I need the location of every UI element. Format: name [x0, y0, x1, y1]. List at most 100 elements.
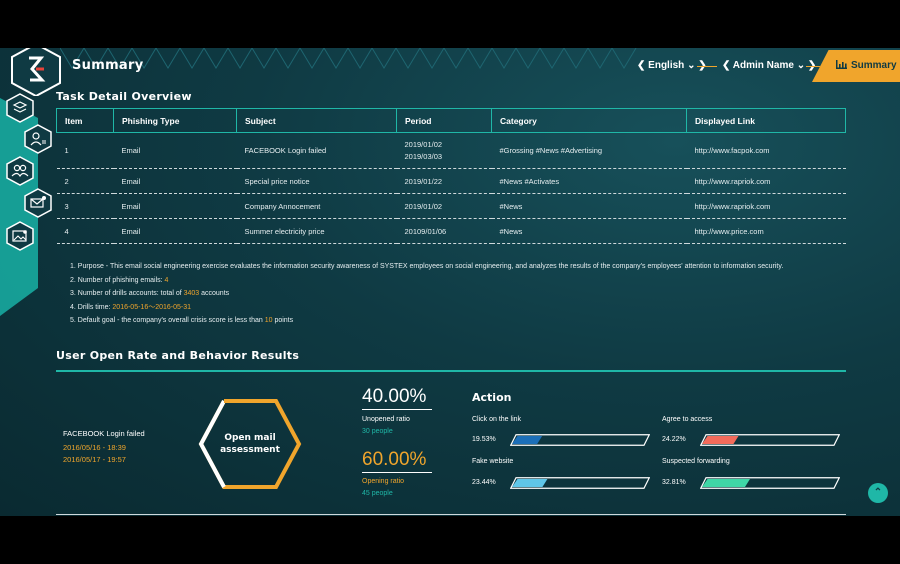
note-emails: 2. Number of phishing emails: 4 — [70, 274, 783, 288]
cell-item: 1 — [56, 132, 114, 169]
chevron-down-icon: ⌄ — [687, 60, 696, 71]
action-bar — [510, 477, 650, 489]
column-header-category: Category — [491, 108, 687, 133]
unopened-underline — [362, 409, 432, 410]
image-settings-icon — [6, 221, 34, 251]
opening-underline — [362, 472, 432, 473]
cell-category: #Grossing #News #Advertising — [491, 132, 687, 169]
cell-category: #News #Activates — [491, 168, 687, 194]
note-time-label: 4. Drills time: — [70, 303, 113, 311]
note-goal-label: 5. Default goal - the company's overall … — [70, 317, 265, 324]
cell-period: 2019/01/02 — [396, 193, 492, 219]
cell-period: 2019/01/02 2019/03/03 — [396, 132, 492, 169]
note-time: 4. Drills time: 2016-05-16～2016-05-31 — [70, 301, 783, 315]
sidebar-item-user-settings[interactable] — [23, 124, 53, 154]
cell-displayed-link[interactable]: http://www.facpok.com — [686, 132, 846, 169]
cell-item: 2 — [56, 168, 114, 194]
header-separator — [697, 66, 717, 67]
cell-subject: FACEBOOK Login failed — [236, 132, 397, 169]
note-emails-value: 4 — [164, 276, 169, 284]
cell-subject: Summer electricity price — [236, 218, 397, 244]
cell-category: #News — [491, 218, 687, 244]
cell-displayed-link[interactable]: http://www.price.com — [686, 218, 846, 244]
action-bar — [700, 477, 840, 489]
cell-displayed-link[interactable]: http://www.rapriok.com — [686, 168, 846, 194]
layers-icon — [6, 93, 34, 123]
cell-category: #News — [491, 193, 687, 219]
event-date: 2016/05/17 - 19:57 — [63, 455, 126, 464]
action-bar-track — [700, 434, 840, 446]
action-bar-fill — [702, 436, 739, 444]
results-title: User Open Rate and Behavior Results — [56, 349, 300, 362]
action-value: 19.53% — [472, 436, 496, 443]
logo-icon[interactable] — [10, 48, 62, 96]
bar-chart-icon — [836, 60, 847, 69]
action-value: 23.44% — [472, 479, 496, 486]
page-title: Summary — [72, 58, 144, 73]
chevron-up-icon: ⌃ — [873, 487, 883, 498]
note-accounts-label: 3. Number of drills accounts: total of — [70, 290, 184, 297]
task-notes: 1. Purpose - This email social engineeri… — [70, 260, 783, 328]
app-window: Summary ❮ English ⌄ ❯ ❮ Admin Name ⌄ ❯ S… — [0, 48, 900, 516]
unopened-people: 30 people — [362, 428, 393, 435]
opening-label: Opening ratio — [362, 478, 405, 485]
cell-subject: Company Annocement — [236, 193, 397, 219]
chevron-down-icon: ⌄ — [796, 60, 806, 71]
note-purpose: 1. Purpose - This email social engineeri… — [70, 263, 784, 270]
cell-subject: Special price notice — [236, 168, 397, 194]
action-value: 32.81% — [662, 479, 686, 486]
note-goal-suffix: points — [272, 317, 294, 324]
assessment-label-line1: Open mail — [224, 433, 276, 443]
cell-phishing-type: Email — [113, 218, 237, 244]
note-accounts-value: 3403 — [183, 290, 200, 297]
scroll-to-top-button[interactable]: ⌃ — [868, 483, 888, 503]
note-goal: 5. Default goal - the company's overall … — [70, 314, 783, 328]
users-icon — [6, 156, 34, 186]
event-name: FACEBOOK Login failed — [63, 429, 145, 438]
cell-item: 4 — [56, 218, 114, 244]
sidebar-background — [0, 98, 38, 316]
header-zigzag-decoration — [60, 48, 637, 69]
sidebar-item-layers[interactable] — [5, 93, 35, 123]
language-selector[interactable]: ❮ English ⌄ ❯ — [637, 60, 707, 71]
assessment-label-line2: assessment — [220, 445, 280, 455]
table-header-row: Item Phishing Type Subject Period Catego… — [56, 108, 846, 133]
action-bar — [510, 434, 650, 446]
note-accounts: 3. Number of drills accounts: total of 3… — [70, 287, 783, 301]
note-time-value: 2016-05-16～2016-05-31 — [112, 303, 192, 311]
mail-settings-icon — [24, 188, 52, 218]
opening-people: 45 people — [362, 490, 393, 497]
cell-item: 3 — [56, 193, 114, 219]
note-goal-value: 10 — [264, 317, 273, 324]
note-emails-label: 2. Number of phishing emails: — [70, 276, 165, 284]
action-bar — [700, 434, 840, 446]
action-label: Fake website — [472, 458, 514, 465]
task-detail-table: Item Phishing Type Subject Period Catego… — [56, 108, 846, 244]
action-bar-fill — [512, 436, 543, 444]
period-start: 2019/01/02 — [404, 139, 443, 149]
sidebar-item-users[interactable] — [5, 156, 35, 186]
tab-summary[interactable]: Summary — [812, 50, 900, 82]
top-header: Summary ❮ English ⌄ ❯ ❮ Admin Name ⌄ ❯ S… — [0, 48, 900, 96]
tab-summary-label: Summary — [851, 60, 897, 71]
table-row[interactable]: 2 Email Special price notice 2019/01/22 … — [56, 168, 846, 194]
action-bar-fill — [512, 479, 548, 487]
table-row[interactable]: 4 Email Summer electricity price 20109/0… — [56, 218, 846, 244]
cell-period: 20109/01/06 — [396, 218, 492, 244]
task-detail-title: Task Detail Overview — [56, 90, 192, 103]
action-bar-track — [510, 434, 650, 446]
action-label: Agree to access — [662, 416, 713, 423]
language-value: English — [648, 60, 685, 71]
action-bar-fill — [702, 479, 750, 487]
table-row[interactable]: 1 Email FACEBOOK Login failed 2019/01/02… — [56, 132, 846, 169]
action-bar-track — [700, 477, 840, 489]
opening-percentage: 60.00% — [362, 449, 427, 470]
column-header-subject: Subject — [236, 108, 397, 133]
sidebar-item-image-settings[interactable] — [5, 221, 35, 251]
event-date: 2016/05/16 - 18:39 — [63, 443, 126, 452]
sidebar-item-mail-settings[interactable] — [23, 188, 53, 218]
results-divider — [56, 370, 846, 372]
table-row[interactable]: 3 Email Company Annocement 2019/01/02 #N… — [56, 193, 846, 219]
cell-displayed-link[interactable]: http://www.rapriok.com — [686, 193, 846, 219]
admin-selector[interactable]: ❮ Admin Name ⌄ ❯ — [722, 60, 816, 71]
